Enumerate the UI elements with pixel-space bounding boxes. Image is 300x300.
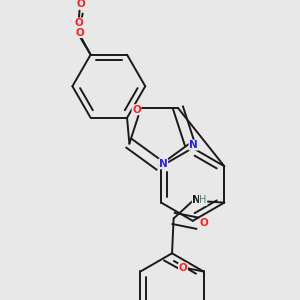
Text: O: O bbox=[178, 263, 188, 273]
Text: N: N bbox=[189, 140, 198, 150]
Text: O: O bbox=[75, 28, 84, 38]
Text: O: O bbox=[74, 18, 83, 28]
Text: O: O bbox=[132, 105, 141, 115]
Text: N: N bbox=[192, 195, 201, 206]
Text: O: O bbox=[77, 0, 85, 9]
Text: H: H bbox=[200, 195, 207, 206]
Text: N: N bbox=[159, 159, 168, 169]
Text: O: O bbox=[200, 218, 209, 228]
